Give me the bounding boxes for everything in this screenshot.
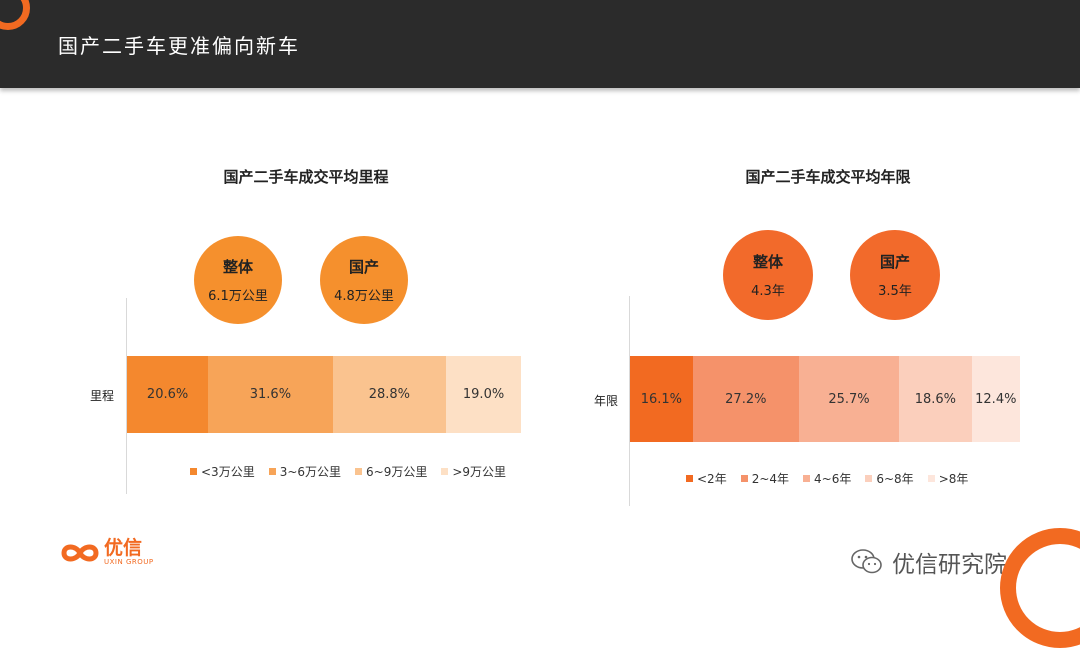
legend-swatch (355, 468, 363, 475)
circle-overall-mileage: 整体 6.1万公里 (194, 236, 282, 324)
bar-segment-3: 18.6% (899, 356, 972, 442)
legend-item: 3~6万公里 (268, 463, 342, 480)
data-label: 19.0% (462, 387, 505, 402)
bar-segment-1: 31.6% (208, 356, 333, 433)
bar-segment-3: 19.0% (446, 356, 521, 433)
legend-item: 6~8年 (865, 470, 914, 487)
category-axis-line (126, 298, 127, 494)
circle-title: 国产 (348, 258, 379, 276)
legend-item: <3万公里 (190, 463, 255, 480)
legend-item: 2~4年 (740, 470, 790, 487)
legend-label: 2~4年 (751, 472, 790, 486)
legend-item: >9万公里 (441, 463, 506, 480)
wechat-icon (851, 549, 882, 574)
data-label: 25.7% (828, 391, 870, 407)
header-ring-decoration (0, 0, 30, 30)
uxin-logo: 优信 UXIN GROUP (60, 538, 154, 567)
legend-item: 6~9万公里 (355, 463, 427, 480)
legend-swatch (268, 468, 276, 475)
legend-label: >9万公里 (452, 465, 507, 479)
legend-swatch (740, 475, 748, 482)
watermark-text: 优信研究院 (892, 552, 1007, 578)
logo-text: 优信 (104, 537, 143, 559)
legend-label: <2年 (697, 472, 727, 486)
legend-label: >8年 (938, 472, 969, 486)
legend-mileage: <3万公里 3~6万公里 6~9万公里 >9万公里 (190, 463, 520, 480)
circle-domestic-mileage: 国产 4.8万公里 (320, 236, 408, 324)
legend-years: <2年 2~4年 4~6年 6~8年 >8年 (686, 470, 982, 487)
category-axis-line (629, 296, 630, 506)
legend-label: <3万公里 (201, 465, 255, 479)
legend-swatch (803, 475, 811, 482)
circle-value: 4.8万公里 (334, 289, 394, 304)
legend-swatch (441, 468, 449, 475)
corner-ring-decoration (1000, 528, 1080, 648)
bar-segment-4: 12.4% (971, 356, 1020, 442)
chart-title-mileage: 国产二手车成交平均里程 (223, 168, 389, 186)
bar-segment-0: 20.6% (127, 356, 209, 433)
legend-swatch (190, 468, 197, 475)
circle-overall-years: 整体 4.3年 (723, 230, 813, 320)
data-label: 12.4% (975, 391, 1017, 407)
legend-label: 6~9万公里 (366, 465, 428, 479)
bar-segment-0: 16.1% (630, 356, 693, 442)
data-label: 31.6% (249, 387, 292, 402)
chart-title-years: 国产二手车成交平均年限 (745, 168, 911, 186)
legend-label: 4~6年 (814, 472, 852, 486)
circle-title: 国产 (879, 253, 910, 271)
circle-value: 3.5年 (878, 284, 912, 299)
bar-segment-2: 25.7% (798, 356, 900, 442)
circle-title: 整体 (222, 258, 253, 276)
data-label: 28.8% (368, 387, 411, 402)
legend-item: 4~6年 (803, 470, 851, 487)
circle-value: 4.3年 (751, 284, 785, 299)
page-title: 国产二手车更准偏向新车 (58, 34, 300, 58)
bar-segment-1: 27.2% (692, 356, 799, 442)
circle-value: 6.1万公里 (208, 289, 268, 304)
logo-subtext: UXIN GROUP (104, 558, 154, 566)
circle-title: 整体 (752, 253, 783, 271)
legend-label: 6~8年 (876, 472, 914, 486)
watermark: 优信研究院 (850, 545, 1007, 579)
category-label-mileage: 里程 (90, 389, 115, 403)
bar-segment-2: 28.8% (332, 356, 447, 433)
legend-swatch (686, 475, 693, 482)
legend-label: 3~6万公里 (279, 465, 342, 479)
legend-swatch (865, 475, 873, 482)
data-label: 18.6% (914, 391, 957, 407)
legend-item: <2年 (686, 470, 727, 487)
data-label: 16.1% (640, 391, 683, 407)
header-bar: 国产二手车更准偏向新车 (0, 0, 1080, 88)
legend-swatch (927, 475, 935, 482)
circle-domestic-years: 国产 3.5年 (850, 230, 940, 320)
data-label: 27.2% (725, 391, 767, 407)
legend-item: >8年 (927, 470, 969, 487)
uxin-logo-icon (61, 544, 99, 561)
category-label-years: 年限 (594, 394, 619, 408)
data-label: 20.6% (146, 387, 189, 402)
